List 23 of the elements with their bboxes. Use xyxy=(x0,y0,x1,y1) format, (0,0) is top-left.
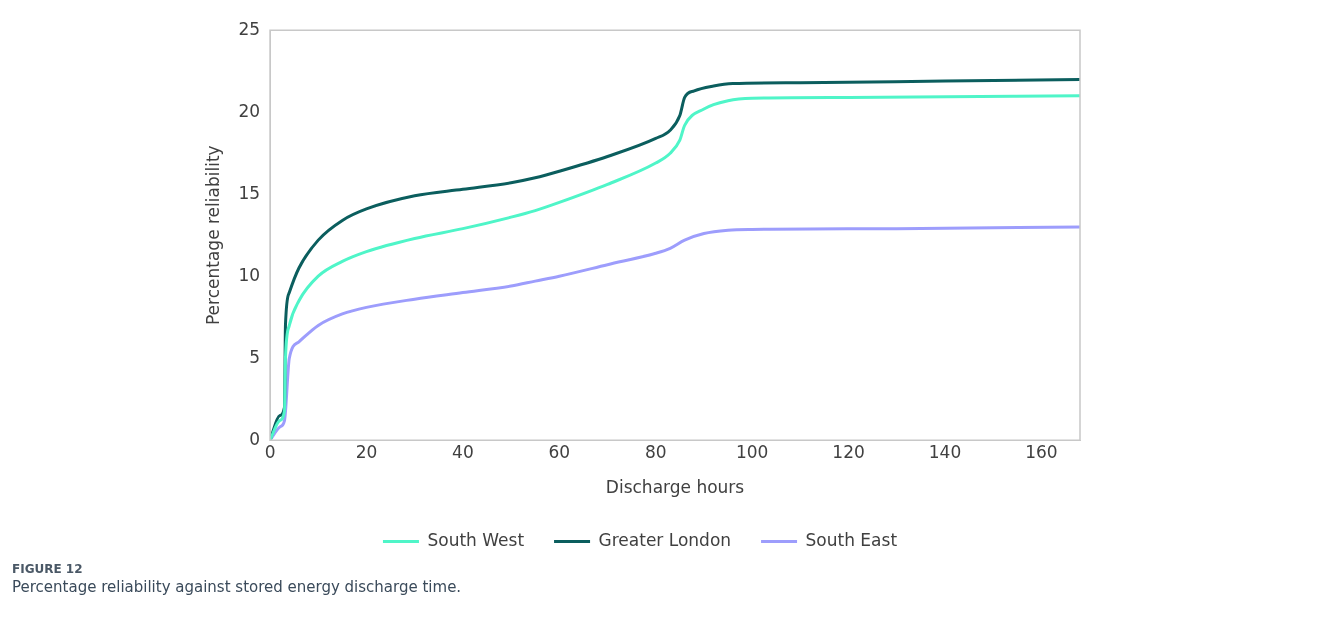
y-tick-label: 0 xyxy=(249,428,261,449)
y-tick-label: 15 xyxy=(238,182,261,203)
legend-label: South West xyxy=(427,529,525,550)
legend-label: South East xyxy=(805,529,898,550)
x-axis-title: Discharge hours xyxy=(605,477,745,498)
x-tick-label: 20 xyxy=(355,441,378,462)
x-tick-label: 40 xyxy=(452,441,474,462)
y-tick-label: 20 xyxy=(238,100,261,121)
caption: FIGURE 12 xyxy=(12,562,84,576)
y-tick-label: 5 xyxy=(249,346,261,367)
x-tick-label: 0 xyxy=(264,441,276,462)
legend-label: Greater London xyxy=(598,529,732,550)
x-tick-label: 60 xyxy=(548,441,571,462)
x-tick-label: 80 xyxy=(644,441,667,462)
line-series xyxy=(270,225,1080,441)
y-axis-title: Percentage reliability xyxy=(202,145,223,326)
x-tick-label: 160 xyxy=(1025,441,1058,462)
x-tick-label: 140 xyxy=(928,441,962,462)
text: Percentage reliability against stored energy discharge time. xyxy=(12,578,462,596)
x-tick-label: 100 xyxy=(735,441,769,462)
y-tick-label: 25 xyxy=(238,18,261,39)
x-tick-label: 120 xyxy=(832,441,865,462)
y-tick-label: 10 xyxy=(238,264,261,285)
